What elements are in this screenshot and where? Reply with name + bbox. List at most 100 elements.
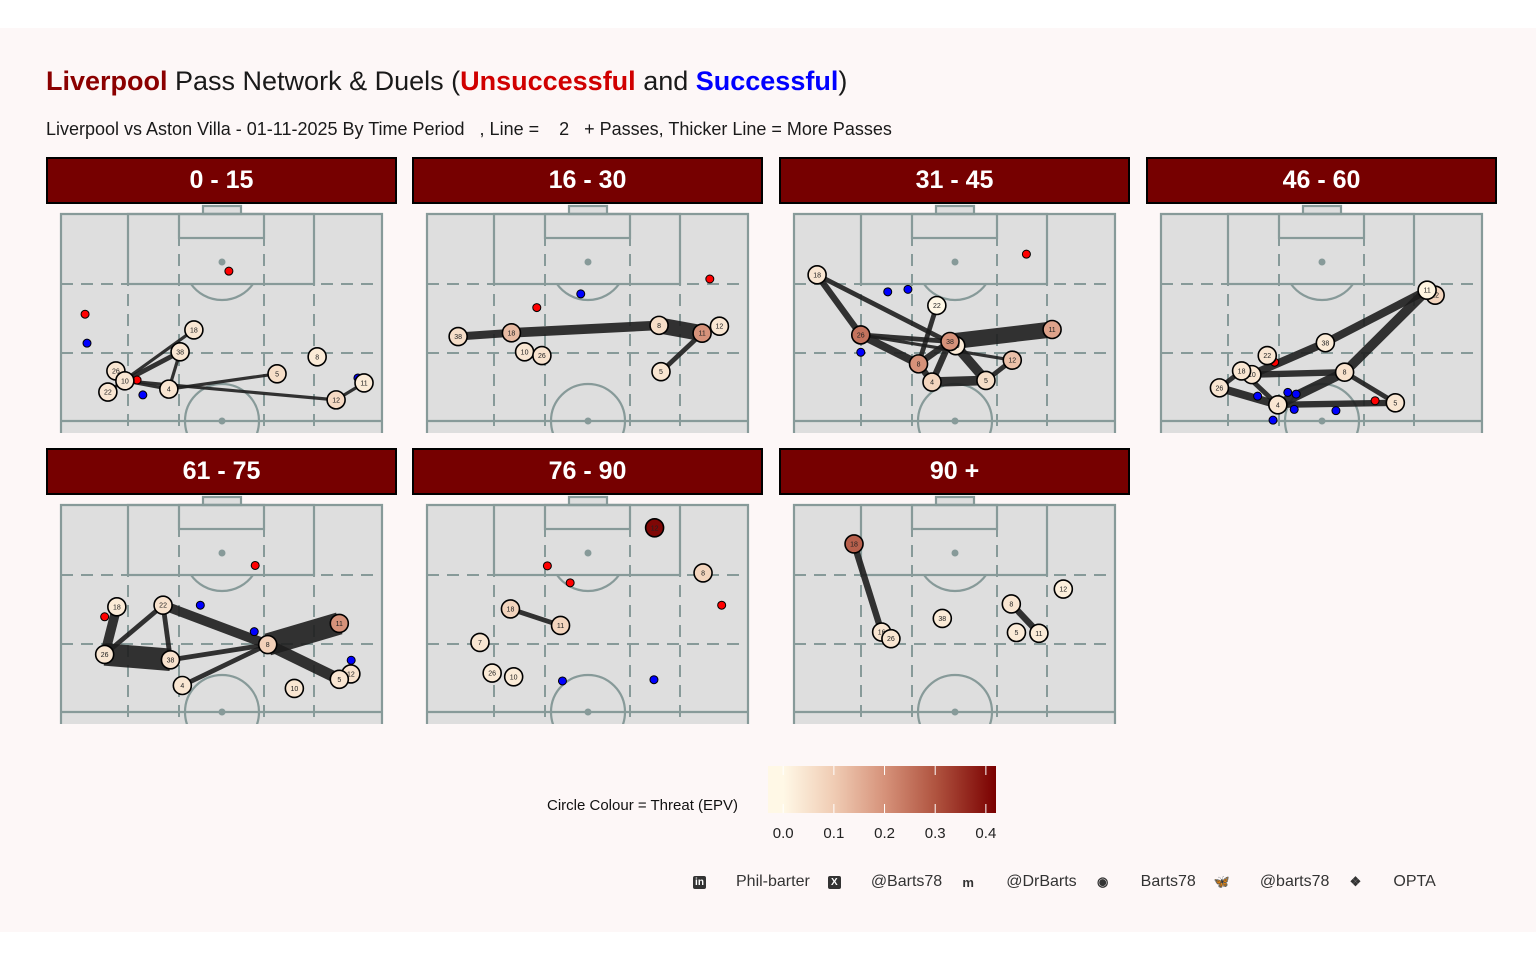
player-number-label: 26: [1216, 385, 1224, 392]
footer-link[interactable]: @barts78: [1259, 873, 1330, 890]
colorbar-tick-label: 0.3: [924, 825, 946, 842]
panel-header: 61 - 75: [46, 448, 397, 495]
dropbox-icon: ❖: [1349, 874, 1362, 889]
player-node: [1001, 594, 1022, 614]
duel-successful: [557, 676, 567, 686]
player-node: [448, 326, 468, 347]
centre-circle: [183, 673, 261, 724]
footer-link[interactable]: OPTA: [1393, 873, 1436, 890]
player-node: [1209, 378, 1230, 398]
player-number-label: 11: [336, 621, 343, 628]
player-number-label: 38: [176, 349, 184, 356]
player-node: [500, 599, 521, 619]
centre-circle: [549, 673, 627, 724]
footer-link[interactable]: Phil-barter: [736, 873, 810, 890]
duel-successful: [903, 284, 913, 294]
player-number-label: 11: [1035, 631, 1042, 638]
player-node: [1053, 579, 1074, 599]
player-node: [115, 371, 135, 391]
player-node: [184, 320, 204, 340]
duel-unsuccessful: [717, 600, 727, 610]
duel-unsuccessful: [532, 303, 542, 313]
duel-unsuccessful: [250, 560, 260, 570]
centre-spot: [584, 708, 592, 716]
player-number-label: 26: [112, 368, 120, 375]
player-number-label: 16: [878, 630, 886, 637]
penalty-spot: [218, 549, 226, 557]
colorbar-tick-label: 0.0: [772, 825, 794, 842]
player-node: [651, 361, 671, 382]
player-number-label: 11: [1423, 288, 1430, 295]
player-number-label: 26: [887, 636, 895, 643]
penalty-spot: [1318, 258, 1326, 266]
player-node: [1334, 362, 1355, 382]
player-number-label: 8: [917, 361, 921, 368]
player-node: [709, 316, 730, 336]
player-number-label: 22: [159, 603, 167, 610]
player-number-label: 18: [113, 604, 121, 611]
centre-spot: [951, 417, 959, 425]
player-number-label: 18: [813, 272, 821, 279]
colorbar-tick-label: 0.2: [874, 825, 895, 842]
duel-successful: [82, 338, 92, 348]
title-team: Liverpool: [46, 66, 168, 96]
pitch-panel: 12 8 18 11 7 26 10: [425, 495, 750, 724]
pitch-outline: [792, 212, 1117, 433]
player-number-label: 4: [930, 380, 934, 387]
player-number-label: 5: [659, 369, 663, 376]
pitch-group: 18 22 26 38 4 8 11 12 5 10: [59, 495, 384, 724]
duel-successful: [576, 289, 586, 299]
player-node: [692, 323, 712, 344]
pitch-panel: 18222610381112845: [792, 204, 1117, 433]
player-number-label: 22: [1263, 353, 1271, 360]
pitch-group: 38 18 10 26 8 11 12 5: [425, 204, 750, 433]
title-end: ): [838, 66, 848, 96]
centre-spot: [218, 708, 226, 716]
player-node: [881, 628, 901, 649]
colorbar-gradient: [768, 766, 996, 813]
epv-colorbar: [768, 766, 996, 813]
pass-edge-18-8: [511, 320, 660, 338]
player-number-label: 26: [101, 652, 109, 659]
player-node: [267, 364, 287, 384]
player-node: [922, 372, 942, 392]
penalty-arc: [556, 574, 620, 593]
panel-header: 16 - 30: [412, 157, 763, 204]
pitch-outline: [792, 503, 1117, 724]
player-node: [94, 644, 115, 665]
panel-header: 0 - 15: [46, 157, 397, 204]
player-number-label: 12: [716, 324, 724, 331]
player-number-label: 12: [332, 397, 340, 404]
player-number-label: 8: [1009, 601, 1013, 608]
player-number-label: 18: [1238, 368, 1246, 375]
player-number-label: 8: [657, 323, 661, 330]
x-icon: X: [827, 875, 841, 889]
player-number-label: 5: [1393, 400, 1397, 407]
player-number-label: 10: [1248, 372, 1256, 379]
duel-successful: [138, 390, 148, 400]
chart-title: Liverpool Pass Network & Duels (Unsucces…: [46, 66, 847, 97]
player-number-label: 8: [315, 354, 319, 361]
pass-edge-10-38: [1250, 339, 1327, 379]
pass-edge-26-38: [103, 643, 172, 671]
penalty-spot: [951, 258, 959, 266]
player-node: [329, 669, 350, 690]
footer-link[interactable]: @DrBarts: [1006, 873, 1077, 890]
player-node: [927, 295, 947, 316]
duel-unsuccessful: [565, 578, 575, 588]
duel-unsuccessful: [1021, 249, 1031, 259]
pass-edge-4-8: [1275, 367, 1347, 410]
player-node: [532, 345, 552, 366]
pass-edge-10-8: [1251, 368, 1345, 378]
title-and: and: [635, 66, 696, 96]
player-node: [850, 325, 871, 345]
pitch-surface: [794, 505, 1115, 724]
footer-link[interactable]: @Barts78: [870, 873, 943, 890]
player-number-label: 12: [1059, 587, 1067, 594]
centre-circle: [183, 382, 261, 433]
title-mid: Pass Network & Duels (: [167, 66, 461, 96]
player-number-label: 12: [1008, 358, 1016, 365]
footer-link[interactable]: Barts78: [1140, 873, 1196, 890]
player-node: [940, 331, 960, 352]
